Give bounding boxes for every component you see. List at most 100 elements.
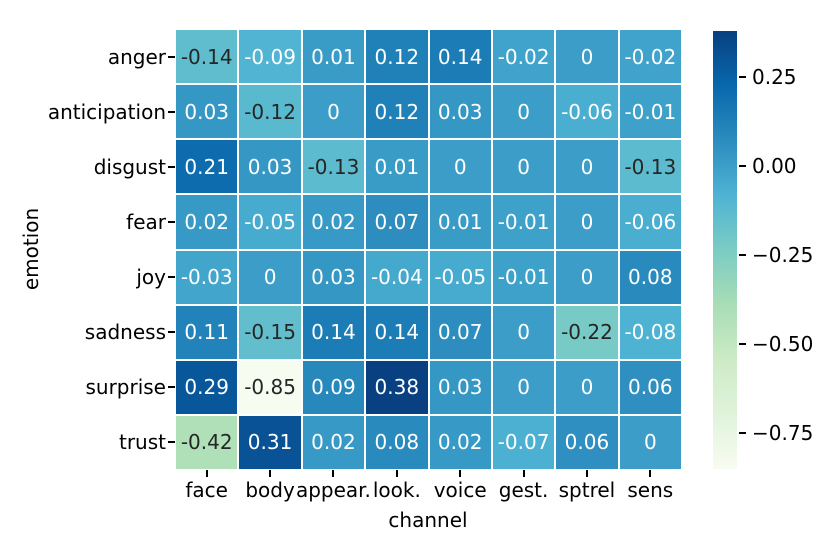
- heatmap-cell: -0.14: [176, 30, 238, 84]
- heatmap-cell: -0.08: [619, 305, 681, 359]
- heatmap-cell-value: -0.03: [180, 265, 233, 290]
- heatmap-cell-value: -0.05: [434, 265, 487, 290]
- heatmap-cell-value: 0: [517, 154, 530, 179]
- heatmap-cell: 0: [556, 140, 618, 194]
- heatmap-cell: 0: [556, 360, 618, 414]
- heatmap-cell-value: 0.29: [184, 375, 229, 400]
- tick-mark: [585, 470, 588, 477]
- x-tick-label-sens: sens: [627, 478, 674, 502]
- heatmap-cell-value: -0.12: [244, 99, 296, 124]
- heatmap-cell: 0.07: [366, 195, 428, 249]
- heatmap-cell: 0: [556, 250, 618, 304]
- heatmap-cell: -0.13: [302, 140, 365, 194]
- heatmap-cell: 0.01: [302, 30, 365, 84]
- heatmap-cell: -0.15: [239, 305, 301, 359]
- y-tick-label-fear: fear: [126, 209, 166, 234]
- heatmap-cell: 0.38: [366, 360, 428, 414]
- tick-mark: [649, 470, 652, 477]
- heatmap-cell-value: 0.06: [564, 430, 610, 455]
- heatmap-cell-value: 0.07: [437, 320, 483, 345]
- heatmap-cell-value: -0.06: [624, 209, 677, 234]
- colorbar-tick-label: −0.25: [752, 243, 814, 268]
- tick-mark: [459, 470, 462, 477]
- x-tick-label-voice: voice: [433, 478, 487, 502]
- heatmap-cell-value: -0.14: [180, 44, 233, 69]
- heatmap-cell-value: 0.08: [628, 265, 673, 290]
- heatmap-cell-value: -0.85: [244, 375, 296, 400]
- heatmap-cell-value: 0.03: [437, 375, 483, 400]
- heatmap-cell-value: 0.14: [437, 44, 483, 69]
- heatmap-cell-value: -0.04: [370, 265, 423, 290]
- heatmap-cell: -0.05: [239, 195, 301, 249]
- heatmap-cell-value: 0: [580, 375, 594, 400]
- heatmap-cell-value: 0.01: [437, 209, 483, 234]
- heatmap-cell: 0.06: [556, 415, 618, 469]
- x-tick-label-sptrel: sptrel: [558, 478, 616, 502]
- tick-mark: [168, 55, 175, 58]
- heatmap-cell: 0.08: [619, 250, 681, 304]
- heatmap-cell-value: 0: [580, 265, 594, 290]
- heatmap-cell: 0.01: [366, 140, 428, 194]
- colorbar-tick-label: −0.75: [752, 421, 814, 446]
- heatmap-cell: -0.22: [556, 305, 618, 359]
- colorbar-gradient: [713, 31, 737, 469]
- heatmap-cell-value: 0: [517, 375, 530, 400]
- x-tick-label-appear: appear.: [295, 478, 371, 502]
- heatmap-cell-value: 0.01: [374, 154, 420, 179]
- heatmap-cell: 0.03: [239, 140, 301, 194]
- heatmap-cell: 0: [492, 360, 555, 414]
- tick-mark: [395, 470, 398, 477]
- heatmap-cell-value: -0.08: [624, 320, 677, 345]
- heatmap-cell: 0.14: [366, 305, 428, 359]
- heatmap-cell-value: 0.08: [374, 430, 420, 455]
- heatmap-cell: -0.04: [366, 250, 428, 304]
- heatmap-cell: 0.14: [302, 305, 365, 359]
- tick-mark: [739, 76, 746, 79]
- heatmap-cell-value: 0.03: [247, 154, 293, 179]
- heatmap-cell-value: 0.03: [184, 99, 229, 124]
- heatmap-cell-value: 0.09: [311, 375, 356, 400]
- heatmap-cell: 0: [492, 85, 555, 139]
- heatmap-cell-value: -0.01: [497, 209, 550, 234]
- heatmap-cell: 0: [556, 195, 618, 249]
- colorbar-tick-label: 0.25: [752, 65, 797, 90]
- heatmap-cell-value: 0.11: [184, 320, 229, 345]
- heatmap-cell-value: 0.02: [311, 430, 356, 455]
- heatmap-cell-value: 0: [580, 209, 594, 234]
- heatmap-cell: -0.12: [239, 85, 301, 139]
- heatmap-cell: 0: [239, 250, 301, 304]
- heatmap-cell: -0.06: [556, 85, 618, 139]
- heatmap-cell: 0.03: [302, 250, 365, 304]
- heatmap-cell-value: -0.07: [497, 430, 550, 455]
- heatmap-cell-value: 0.12: [374, 99, 420, 124]
- heatmap-cell-value: 0.21: [184, 154, 229, 179]
- heatmap-cell-value: 0.07: [374, 209, 420, 234]
- tick-mark: [739, 432, 746, 435]
- heatmap-cell: 0.08: [366, 415, 428, 469]
- heatmap-cell: 0: [556, 30, 618, 84]
- heatmap-cell: -0.13: [619, 140, 681, 194]
- heatmap-cell-value: -0.02: [624, 44, 677, 69]
- heatmap-cell-value: 0.14: [311, 320, 356, 345]
- heatmap-cell: -0.01: [492, 250, 555, 304]
- heatmap-cell: 0.02: [302, 195, 365, 249]
- heatmap-cell-value: 0.06: [628, 375, 673, 400]
- heatmap-cell-value: -0.15: [244, 320, 296, 345]
- heatmap-cell: -0.01: [492, 195, 555, 249]
- heatmap-cell: 0.02: [302, 415, 365, 469]
- heatmap-cell: 0.12: [366, 30, 428, 84]
- heatmap-cell-value: -0.02: [497, 44, 550, 69]
- tick-mark: [739, 165, 746, 168]
- y-tick-label-surprise: surprise: [85, 375, 166, 400]
- heatmap-cell-value: -0.05: [244, 209, 296, 234]
- heatmap-cell-value: -0.13: [307, 154, 360, 179]
- y-tick-label-joy: joy: [136, 265, 166, 290]
- heatmap-cell: 0.09: [302, 360, 365, 414]
- tick-mark: [739, 254, 746, 257]
- heatmap-cell: 0.03: [429, 360, 491, 414]
- heatmap-cell: 0.11: [176, 305, 238, 359]
- heatmap-cell-value: -0.22: [561, 320, 613, 345]
- heatmap-cell-value: 0: [580, 154, 594, 179]
- tick-mark: [332, 470, 335, 477]
